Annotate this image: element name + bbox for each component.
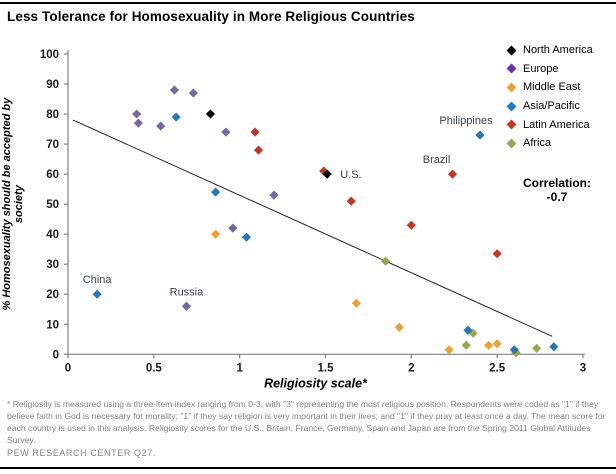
legend-label: North America <box>523 44 593 57</box>
data-point <box>228 223 238 233</box>
data-point <box>549 342 559 352</box>
y-tick-label: 100 <box>40 49 59 61</box>
data-point <box>269 190 279 200</box>
y-tick-label: 20 <box>46 289 59 301</box>
legend-label: Asia/Pacific <box>523 100 580 113</box>
point-label-us: U.S. <box>340 169 361 181</box>
legend-item-asia-pacific: Asia/Pacific <box>506 97 593 116</box>
chart-legend: North America Europe Middle East Asia/Pacif… <box>506 41 593 153</box>
data-point <box>444 345 454 355</box>
legend-label: Africa <box>523 137 552 150</box>
data-point <box>532 343 542 353</box>
data-point <box>171 112 181 122</box>
point-label-china: China <box>83 274 113 286</box>
legend-diamond-icon <box>506 82 517 93</box>
data-point <box>463 325 473 335</box>
point-label-brazil: Brazil <box>423 154 451 166</box>
data-point <box>394 322 404 332</box>
data-point <box>346 196 356 206</box>
legend-diamond-icon <box>506 101 517 112</box>
x-tick-label: 3 <box>580 362 586 374</box>
data-point <box>92 289 102 299</box>
x-tick-label: 2.5 <box>489 362 506 374</box>
y-tick-label: 30 <box>46 259 59 271</box>
legend-diamond-icon <box>506 45 517 56</box>
chart-title: Less Tolerance for Homosexuality in More… <box>7 9 415 24</box>
y-tick-label: 50 <box>46 199 59 211</box>
y-tick-label: 90 <box>46 79 59 91</box>
data-point <box>156 121 166 131</box>
y-tick-label: 40 <box>46 229 59 241</box>
data-point <box>211 187 221 197</box>
data-point <box>380 256 391 266</box>
correlation-label: Correlation: <box>522 176 591 190</box>
data-point <box>169 85 180 95</box>
legend-diamond-icon <box>506 119 517 130</box>
top-divider <box>0 2 616 4</box>
point-label-philippines: Philippines <box>439 115 493 127</box>
data-point <box>509 345 519 355</box>
scatter-plot: 0 0.5 1 1.5 2 2.5 30102030405060708090100Relig… <box>1 49 586 390</box>
legend-label: Middle East <box>523 81 581 94</box>
footnote: * Religiosity is measured using a three-… <box>7 399 606 445</box>
legend-diamond-icon <box>506 138 517 149</box>
data-point <box>406 220 416 230</box>
data-point <box>211 229 221 239</box>
legend-diamond-icon <box>506 63 517 74</box>
data-point <box>483 340 494 350</box>
legend-item-north-america: North America <box>506 41 593 60</box>
data-point <box>461 340 471 350</box>
y-tick-label: 60 <box>46 169 59 181</box>
y-tick-label: 10 <box>46 319 59 331</box>
data-point <box>351 298 361 308</box>
legend-item-africa: Africa <box>506 134 593 153</box>
data-point <box>253 145 264 155</box>
legend-item-middle-east: Middle East <box>506 78 593 97</box>
x-tick-label: 2 <box>408 362 414 374</box>
x-tick-label: 0 <box>65 362 71 374</box>
legend-item-europe: Europe <box>506 60 593 79</box>
data-point <box>447 169 458 179</box>
data-point <box>492 249 502 259</box>
y-tick-label: 0 <box>53 349 59 361</box>
legend-item-latin-america: Latin America <box>506 115 593 134</box>
data-point <box>241 232 252 242</box>
y-tick-label: 80 <box>46 109 59 121</box>
x-tick-label: 1.5 <box>318 362 335 374</box>
y-tick-label: 70 <box>46 139 59 151</box>
correlation-value: -0.7 <box>546 190 568 204</box>
point-label-russia: Russia <box>170 286 205 298</box>
data-point <box>188 88 198 98</box>
x-tick-label: 1 <box>236 362 243 374</box>
data-point <box>511 348 521 358</box>
bottom-divider <box>0 467 616 469</box>
source-line: PEW RESEARCH CENTER Q27. <box>7 448 156 458</box>
data-point <box>133 118 143 128</box>
data-point <box>181 301 192 311</box>
data-point <box>221 127 231 137</box>
data-point <box>475 130 485 140</box>
data-point <box>322 169 332 179</box>
data-point <box>132 109 142 119</box>
correlation-note: Correlation: -0.7 <box>503 176 611 204</box>
data-point <box>205 109 216 119</box>
x-axis-label: Religiosity scale* <box>264 376 368 390</box>
data-point <box>492 339 502 349</box>
data-point <box>250 127 260 137</box>
trend-line <box>72 119 553 337</box>
legend-label: Latin America <box>523 118 590 131</box>
legend-label: Europe <box>523 62 559 75</box>
y-axis-label: % Homosexuality should be accepted bysoc… <box>1 97 25 311</box>
x-tick-label: 0.5 <box>146 362 163 374</box>
